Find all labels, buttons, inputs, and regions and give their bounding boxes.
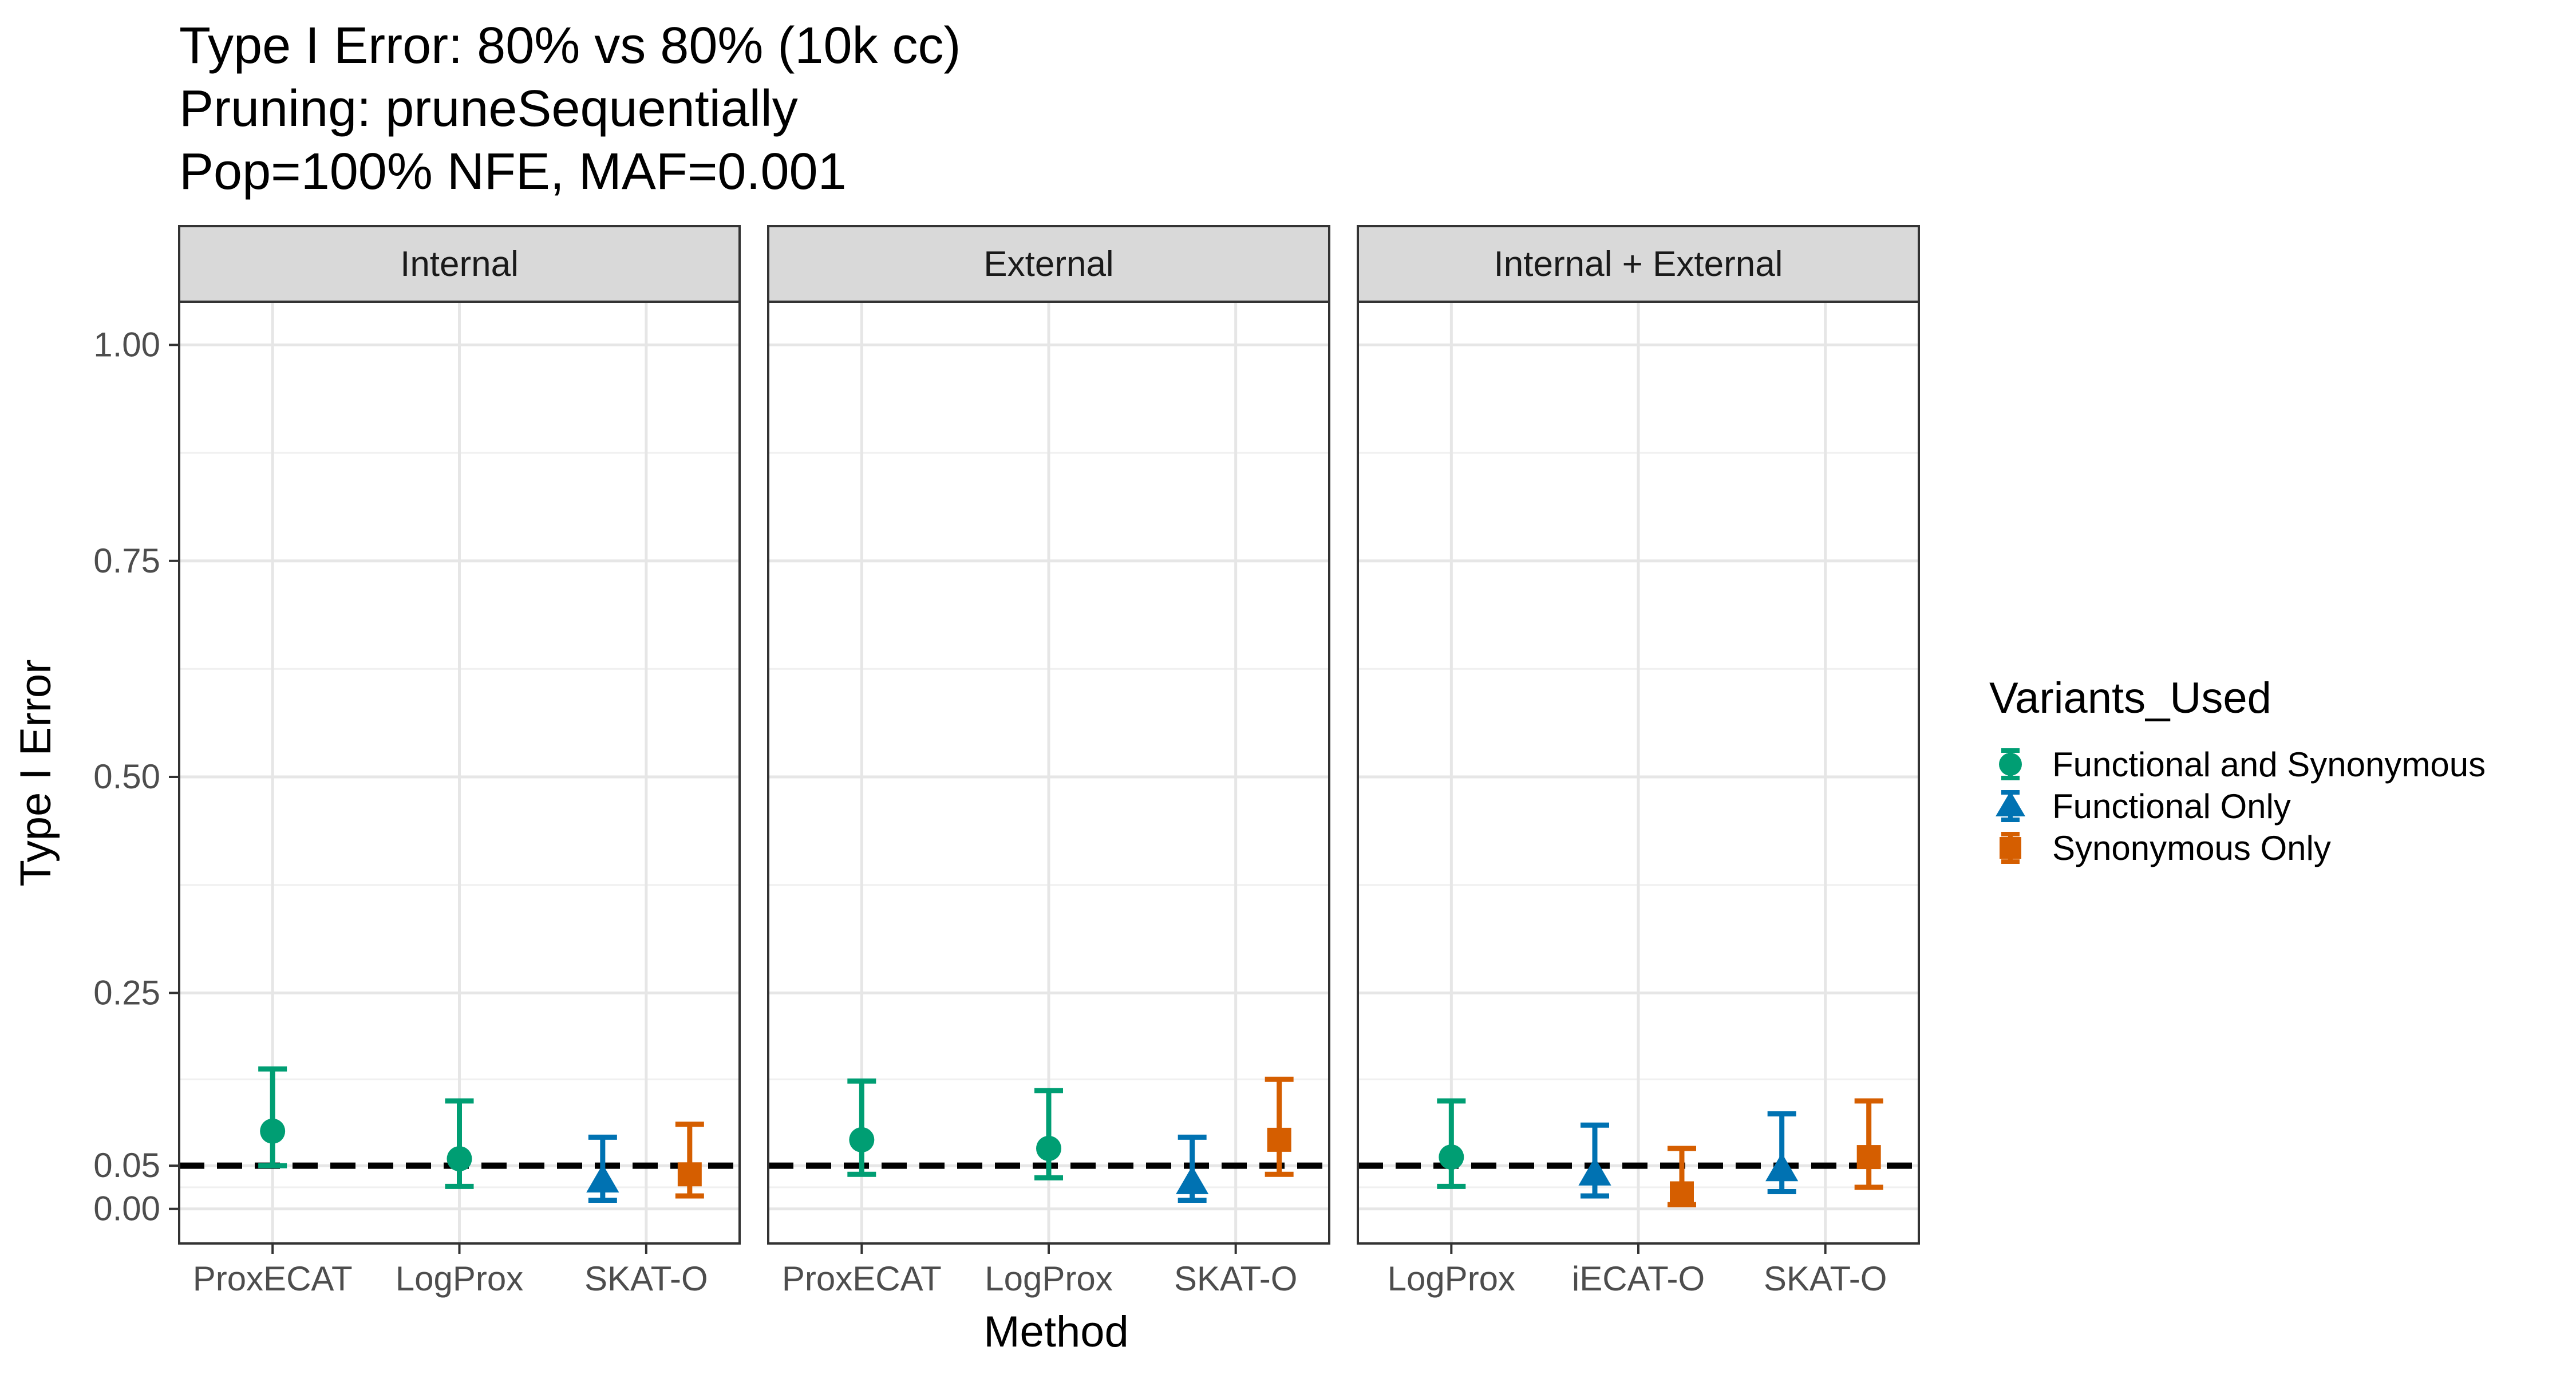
data-point <box>258 1066 287 1168</box>
legend-label: Synonymous Only <box>2052 829 2331 867</box>
point-marker <box>260 1118 286 1144</box>
data-point <box>445 1098 474 1189</box>
facet-strip <box>1357 225 1920 303</box>
legend-label: Functional Only <box>2052 787 2291 826</box>
y-tick-label: 0.25 <box>93 973 160 1012</box>
y-tick-label: 0.05 <box>93 1146 160 1185</box>
data-point <box>1176 1134 1209 1203</box>
legend-title: Variants_Used <box>1989 674 2271 722</box>
legend-key-marker <box>1996 791 2025 816</box>
legend-key-marker <box>2000 837 2021 859</box>
facet-panel: Internal ProxECAT LogProx SKAT-O <box>178 225 741 1298</box>
data-point <box>1578 1122 1611 1199</box>
facet-panel: External ProxECAT LogProx SKAT-O <box>767 225 1330 1298</box>
point-marker <box>849 1127 875 1152</box>
point-marker <box>447 1146 472 1172</box>
x-tick-label: ProxECAT <box>193 1260 353 1298</box>
legend-item: Functional and Synonymous <box>1999 745 2486 784</box>
data-point <box>675 1122 704 1199</box>
data-point <box>1765 1111 1799 1194</box>
title-line: Pop=100% NFE, MAF=0.001 <box>179 143 847 200</box>
x-tick-label: ProxECAT <box>782 1260 942 1298</box>
point-marker <box>1670 1181 1694 1206</box>
legend-key-marker <box>1999 753 2022 776</box>
x-tick-label: SKAT-O <box>584 1260 708 1298</box>
point-marker <box>1036 1135 1061 1161</box>
x-tick-label: SKAT-O <box>1174 1260 1298 1298</box>
data-point <box>586 1134 619 1203</box>
y-tick-label: 1.00 <box>93 325 160 364</box>
data-point <box>1034 1088 1063 1180</box>
facet-strip <box>178 225 741 303</box>
point-marker <box>1578 1157 1611 1186</box>
facet-panel: Internal + External LogProx iECAT-O SKAT-O <box>1357 225 1920 1298</box>
y-tick-label: 0.00 <box>93 1190 160 1228</box>
y-tick-label: 0.50 <box>93 757 160 796</box>
point-marker <box>1267 1127 1291 1152</box>
data-point <box>1265 1076 1294 1177</box>
facet-strip-label: Internal <box>400 244 519 284</box>
title-line: Pruning: pruneSequentially <box>179 80 798 137</box>
y-axis-title: Type I Error <box>11 660 60 887</box>
facet-strip-label: Internal + External <box>1494 244 1783 284</box>
y-axis: 0.00 0.05 0.25 0.50 0.75 1.00 <box>93 325 179 1228</box>
x-axis-title: Method <box>983 1308 1129 1356</box>
x-tick-label: iECAT-O <box>1572 1260 1705 1298</box>
data-point <box>1854 1098 1883 1190</box>
legend-label: Functional and Synonymous <box>2052 745 2486 784</box>
x-tick-label: LogProx <box>985 1260 1112 1298</box>
chart-title: Type I Error: 80% vs 80% (10k cc) Pruning… <box>179 17 961 200</box>
facet-strip <box>767 225 1330 303</box>
data-point <box>847 1078 876 1177</box>
point-marker <box>586 1164 619 1193</box>
point-marker <box>1765 1152 1799 1182</box>
point-marker <box>677 1162 702 1187</box>
legend-item: Synonymous Only <box>2000 829 2331 867</box>
facet-strip-label: External <box>983 244 1113 284</box>
x-tick-label: SKAT-O <box>1764 1260 1887 1298</box>
legend-item: Functional Only <box>1996 787 2291 826</box>
legend: Variants_Used Functional and SynonymousFu… <box>1989 674 2486 867</box>
facet-panels: Internal ProxECAT LogProx SKAT-O External Pro… <box>178 225 1920 1298</box>
x-tick-label: LogProx <box>396 1260 523 1298</box>
data-point <box>1437 1098 1466 1189</box>
point-marker <box>1856 1145 1881 1170</box>
point-marker <box>1176 1166 1209 1194</box>
title-line: Type I Error: 80% vs 80% (10k cc) <box>179 17 961 74</box>
y-tick-label: 0.75 <box>93 542 160 580</box>
data-point <box>1668 1146 1696 1207</box>
x-tick-label: LogProx <box>1388 1260 1515 1298</box>
point-marker <box>1439 1144 1464 1170</box>
